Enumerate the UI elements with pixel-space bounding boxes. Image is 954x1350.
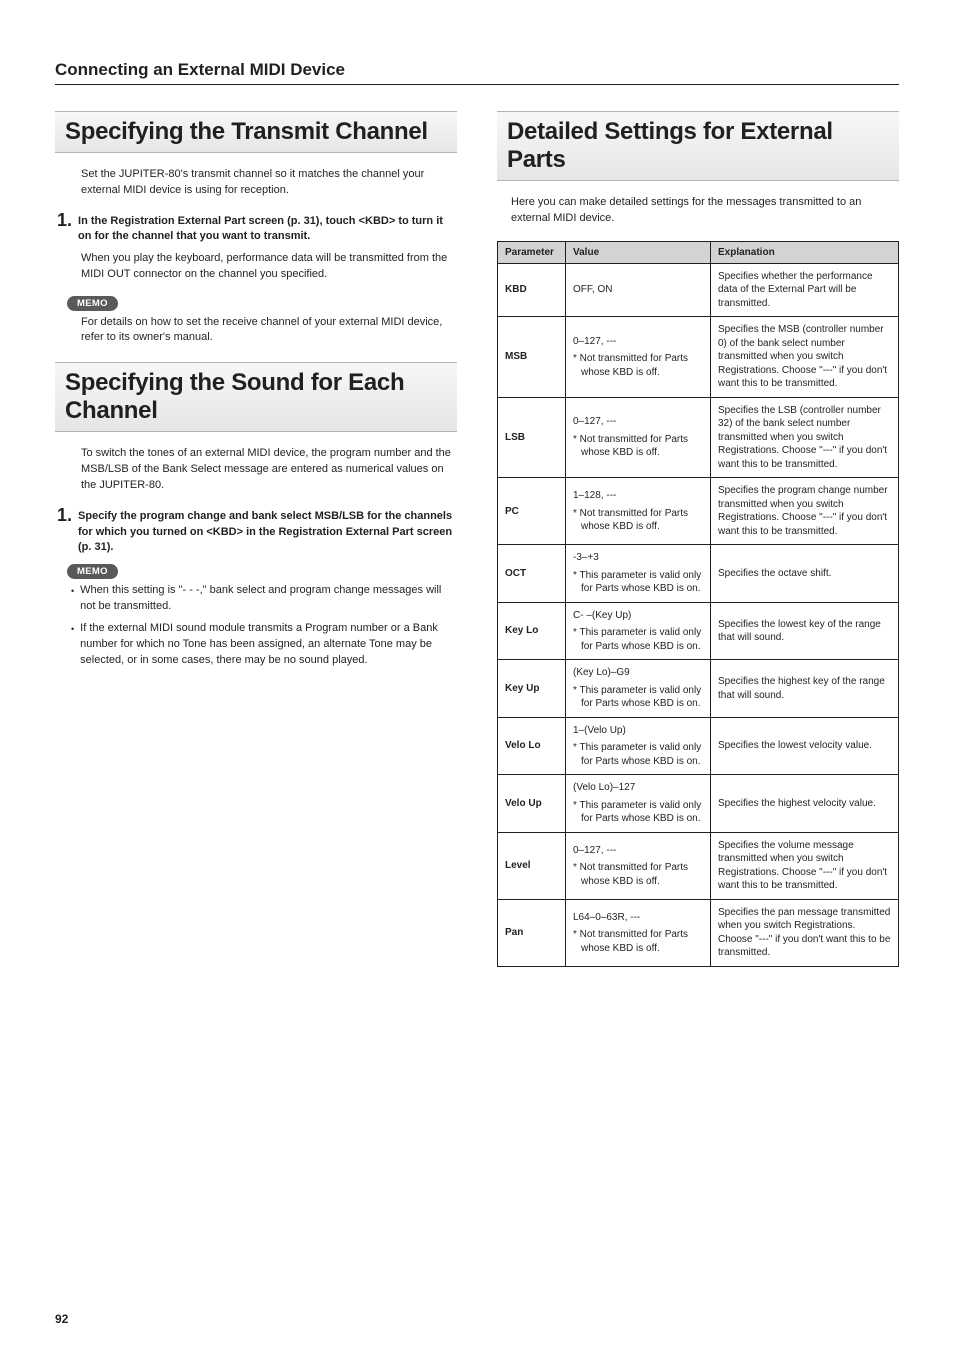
table-row: LSB0–127, ---* Not transmitted for Parts… xyxy=(498,397,899,478)
cell-parameter: PC xyxy=(498,478,566,545)
memo-bullet-list: • When this setting is "- - -," bank sel… xyxy=(71,583,457,669)
value-note: * This parameter is valid only for Parts… xyxy=(573,684,703,711)
cell-value: OFF, ON xyxy=(566,263,711,317)
cell-explanation: Specifies the LSB (controller number 32)… xyxy=(711,397,899,478)
value-note: * This parameter is valid only for Parts… xyxy=(573,741,703,768)
cell-value: (Key Lo)–G9* This parameter is valid onl… xyxy=(566,660,711,718)
table-row: Velo Lo1–(Velo Up)* This parameter is va… xyxy=(498,717,899,775)
value-note: * Not transmitted for Parts whose KBD is… xyxy=(573,352,703,379)
value-note: * This parameter is valid only for Parts… xyxy=(573,569,703,596)
cell-parameter: Velo Up xyxy=(498,775,566,833)
cell-value: 0–127, ---* Not transmitted for Parts wh… xyxy=(566,397,711,478)
step-instruction: Specify the program change and bank sele… xyxy=(78,506,457,555)
detailed-intro-text: Here you can make detailed settings for … xyxy=(511,195,899,227)
table-row: KBDOFF, ONSpecifies whether the performa… xyxy=(498,263,899,317)
cell-parameter: Pan xyxy=(498,899,566,966)
sound-intro-text: To switch the tones of an external MIDI … xyxy=(81,446,457,494)
cell-value: C- –(Key Up)* This parameter is valid on… xyxy=(566,602,711,660)
step-block: 1. Specify the program change and bank s… xyxy=(57,506,457,555)
table-row: Velo Up(Velo Lo)–127* This parameter is … xyxy=(498,775,899,833)
bullet-dot-icon: • xyxy=(71,583,74,615)
heading-transmit-channel: Specifying the Transmit Channel xyxy=(55,111,457,153)
cell-explanation: Specifies whether the performance data o… xyxy=(711,263,899,317)
memo-text: For details on how to set the receive ch… xyxy=(81,315,457,347)
cell-parameter: Velo Lo xyxy=(498,717,566,775)
cell-explanation: Specifies the program change number tran… xyxy=(711,478,899,545)
cell-value: 1–(Velo Up)* This parameter is valid onl… xyxy=(566,717,711,775)
page-number: 92 xyxy=(55,1312,68,1326)
value-note: * This parameter is valid only for Parts… xyxy=(573,799,703,826)
bullet-item: • If the external MIDI sound module tran… xyxy=(71,621,457,669)
step-block: 1. In the Registration External Part scr… xyxy=(57,211,457,245)
bullet-dot-icon: • xyxy=(71,621,74,669)
content-columns: Specifying the Transmit Channel Set the … xyxy=(55,111,899,967)
cell-explanation: Specifies the pan message transmitted wh… xyxy=(711,899,899,966)
table-row: PC1–128, ---* Not transmitted for Parts … xyxy=(498,478,899,545)
step-number: 1. xyxy=(57,506,72,526)
cell-value: 1–128, ---* Not transmitted for Parts wh… xyxy=(566,478,711,545)
heading-sound-channel: Specifying the Sound for Each Channel xyxy=(55,362,457,432)
step-instruction: In the Registration External Part screen… xyxy=(78,211,457,245)
cell-parameter: Key Lo xyxy=(498,602,566,660)
cell-parameter: LSB xyxy=(498,397,566,478)
cell-explanation: Specifies the highest velocity value. xyxy=(711,775,899,833)
heading-detailed-settings: Detailed Settings for External Parts xyxy=(497,111,899,181)
cell-explanation: Specifies the lowest key of the range th… xyxy=(711,602,899,660)
left-column: Specifying the Transmit Channel Set the … xyxy=(55,111,457,967)
memo-badge: MEMO xyxy=(67,296,118,311)
table-row: MSB0–127, ---* Not transmitted for Parts… xyxy=(498,317,899,398)
table-row: Key LoC- –(Key Up)* This parameter is va… xyxy=(498,602,899,660)
cell-parameter: MSB xyxy=(498,317,566,398)
cell-value: L64–0–63R, ---* Not transmitted for Part… xyxy=(566,899,711,966)
cell-parameter: KBD xyxy=(498,263,566,317)
step-sub-text: When you play the keyboard, performance … xyxy=(81,251,457,283)
cell-explanation: Specifies the lowest velocity value. xyxy=(711,717,899,775)
value-note: * Not transmitted for Parts whose KBD is… xyxy=(573,928,703,955)
table-row: Level0–127, ---* Not transmitted for Par… xyxy=(498,832,899,899)
cell-explanation: Specifies the octave shift. xyxy=(711,545,899,603)
value-note: * Not transmitted for Parts whose KBD is… xyxy=(573,861,703,888)
cell-explanation: Specifies the volume message transmitted… xyxy=(711,832,899,899)
cell-value: (Velo Lo)–127* This parameter is valid o… xyxy=(566,775,711,833)
value-note: * Not transmitted for Parts whose KBD is… xyxy=(573,433,703,460)
value-note: * Not transmitted for Parts whose KBD is… xyxy=(573,507,703,534)
col-header-parameter: Parameter xyxy=(498,241,566,263)
table-row: OCT-3–+3* This parameter is valid only f… xyxy=(498,545,899,603)
section-header: Connecting an External MIDI Device xyxy=(55,60,899,85)
value-note: * This parameter is valid only for Parts… xyxy=(573,626,703,653)
bullet-text: If the external MIDI sound module transm… xyxy=(80,621,457,669)
cell-value: -3–+3* This parameter is valid only for … xyxy=(566,545,711,603)
cell-parameter: OCT xyxy=(498,545,566,603)
table-row: PanL64–0–63R, ---* Not transmitted for P… xyxy=(498,899,899,966)
bullet-item: • When this setting is "- - -," bank sel… xyxy=(71,583,457,615)
bullet-text: When this setting is "- - -," bank selec… xyxy=(80,583,457,615)
memo-badge: MEMO xyxy=(67,564,118,579)
right-column: Detailed Settings for External Parts Her… xyxy=(497,111,899,967)
cell-value: 0–127, ---* Not transmitted for Parts wh… xyxy=(566,832,711,899)
table-header-row: Parameter Value Explanation xyxy=(498,241,899,263)
table-row: Key Up(Key Lo)–G9* This parameter is val… xyxy=(498,660,899,718)
cell-explanation: Specifies the MSB (controller number 0) … xyxy=(711,317,899,398)
transmit-intro-text: Set the JUPITER-80's transmit channel so… xyxy=(81,167,457,199)
cell-parameter: Level xyxy=(498,832,566,899)
cell-explanation: Specifies the highest key of the range t… xyxy=(711,660,899,718)
cell-parameter: Key Up xyxy=(498,660,566,718)
col-header-explanation: Explanation xyxy=(711,241,899,263)
parameter-table: Parameter Value Explanation KBDOFF, ONSp… xyxy=(497,241,899,967)
step-number: 1. xyxy=(57,211,72,231)
cell-value: 0–127, ---* Not transmitted for Parts wh… xyxy=(566,317,711,398)
col-header-value: Value xyxy=(566,241,711,263)
